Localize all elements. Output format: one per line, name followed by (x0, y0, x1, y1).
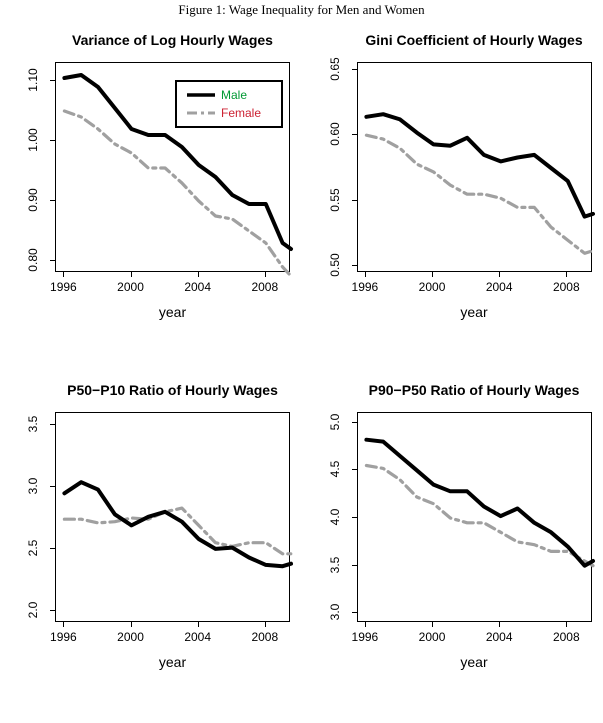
panel-grid: Variance of Log Hourly Wages 0.80 0.90 1.00… (0, 32, 603, 702)
xtick-label: 2008 (546, 280, 586, 294)
xtick-label: 2004 (479, 280, 519, 294)
plot-box (55, 412, 290, 622)
plot-box (357, 62, 592, 272)
xtick-label: 2000 (111, 280, 151, 294)
ytick-label: 0.55 (328, 180, 342, 220)
panel-p50p10: P50−P10 Ratio of Hourly Wages 2.0 2.5 3.0 3.… (0, 382, 300, 702)
ytick-label: 2.0 (26, 590, 40, 630)
figure-title: Figure 1: Wage Inequality for Men and Wo… (0, 2, 603, 18)
chart-svg (358, 413, 593, 623)
ytick-label: 1.00 (26, 120, 40, 160)
xtick-label: 1996 (43, 280, 83, 294)
panel-title: P90−P50 Ratio of Hourly Wages (324, 382, 602, 398)
male-line (64, 482, 291, 566)
xtick-label: 2008 (546, 630, 586, 644)
panel-title: P50−P10 Ratio of Hourly Wages (23, 382, 301, 398)
ytick-label: 4.0 (328, 497, 342, 537)
panel-title: Variance of Log Hourly Wages (23, 32, 301, 48)
ytick-label: 4.5 (328, 449, 342, 489)
panel-title: Gini Coefficient of Hourly Wages (324, 32, 602, 48)
x-axis-label: year (324, 654, 602, 702)
female-line (64, 111, 291, 276)
x-axis-label: year (324, 304, 602, 352)
xtick-label: 2008 (245, 630, 285, 644)
female-line (64, 508, 291, 554)
xtick-label: 2008 (245, 280, 285, 294)
xtick-label: 1996 (43, 630, 83, 644)
ytick-label: 3.5 (328, 545, 342, 585)
panel-variance: Variance of Log Hourly Wages 0.80 0.90 1.00… (0, 32, 300, 352)
ytick-label: 3.0 (328, 592, 342, 632)
ytick-label: 0.50 (328, 245, 342, 285)
panel-gini: Gini Coefficient of Hourly Wages 0.50 0.55… (302, 32, 602, 352)
ytick-label: 0.60 (328, 114, 342, 154)
xtick-label: 2004 (178, 280, 218, 294)
plot-box (357, 412, 592, 622)
legend-label: Male (221, 88, 247, 102)
xtick-label: 2000 (111, 630, 151, 644)
xtick-label: 2004 (178, 630, 218, 644)
xtick-label: 1996 (345, 280, 385, 294)
legend: Male Female (175, 80, 283, 128)
chart-svg (56, 413, 291, 623)
legend-row: Male (179, 86, 279, 104)
ytick-label: 2.5 (26, 528, 40, 568)
ytick-label: 5.0 (328, 402, 342, 442)
x-axis-label: year (23, 654, 301, 702)
male-line (366, 440, 593, 566)
x-axis-label: year (23, 304, 301, 352)
legend-label: Female (221, 106, 261, 120)
ytick-label: 0.90 (26, 180, 40, 220)
xtick-label: 2000 (412, 280, 452, 294)
legend-row: Female (179, 104, 279, 122)
female-line (366, 466, 593, 566)
ytick-label: 0.80 (26, 240, 40, 280)
xtick-label: 2004 (479, 630, 519, 644)
xtick-label: 2000 (412, 630, 452, 644)
ytick-label: 3.5 (26, 404, 40, 444)
male-line (366, 114, 593, 216)
ytick-label: 1.10 (26, 60, 40, 100)
ytick-label: 0.65 (328, 49, 342, 89)
xtick-label: 1996 (345, 630, 385, 644)
chart-svg (358, 63, 593, 273)
ytick-label: 3.0 (26, 466, 40, 506)
panel-p90p50: P90−P50 Ratio of Hourly Wages 3.0 3.5 4.0 4.… (302, 382, 602, 702)
